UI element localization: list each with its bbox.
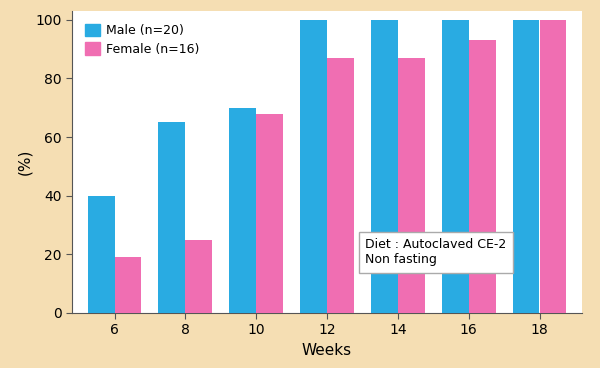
Bar xyxy=(442,20,469,313)
Bar xyxy=(300,20,327,313)
Bar xyxy=(88,196,115,313)
Y-axis label: (%): (%) xyxy=(17,149,32,175)
Bar xyxy=(539,20,566,313)
Legend: Male (n=20), Female (n=16): Male (n=20), Female (n=16) xyxy=(78,17,205,62)
Bar xyxy=(398,58,425,313)
Bar xyxy=(469,40,496,313)
X-axis label: Weeks: Weeks xyxy=(302,343,352,358)
Text: Diet : Autoclaved CE-2
Non fasting: Diet : Autoclaved CE-2 Non fasting xyxy=(365,238,506,266)
Bar xyxy=(229,108,256,313)
Bar xyxy=(512,20,539,313)
Bar xyxy=(256,114,283,313)
Bar xyxy=(115,257,142,313)
Bar xyxy=(185,240,212,313)
Bar xyxy=(158,123,185,313)
Bar xyxy=(327,58,354,313)
Bar xyxy=(371,20,398,313)
